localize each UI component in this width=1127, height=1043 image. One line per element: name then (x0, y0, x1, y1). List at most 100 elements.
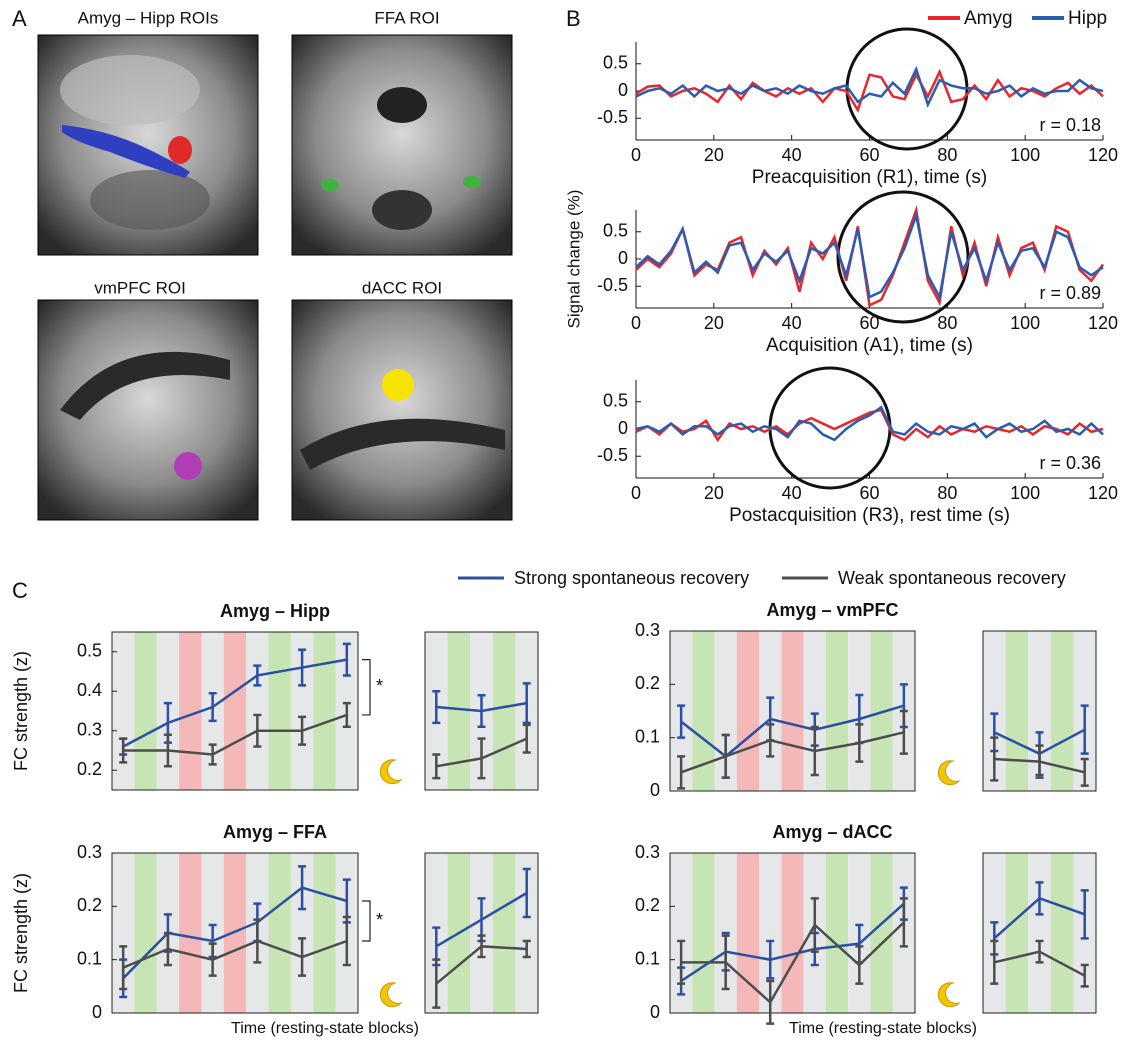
y-tick-label: -0.5 (597, 275, 628, 295)
x-tick-label: 80 (937, 313, 957, 333)
legend-label: Weak spontaneous recovery (838, 568, 1066, 588)
block-stripe (493, 632, 516, 790)
x-tick-label: 80 (937, 483, 957, 503)
block-stripe (224, 632, 246, 790)
x-tick-label: 20 (704, 313, 724, 333)
y-tick-label: 0.3 (635, 842, 660, 862)
figure: A B C Amyg – Hipp ROIs FFA ROI vmPFC ROI… (0, 0, 1127, 1043)
panel-label: A (12, 6, 27, 31)
brain-image (292, 300, 512, 520)
y-tick-label: 0.5 (603, 391, 628, 411)
block-stripe (493, 853, 516, 1013)
x-axis-label: Preacquisition (R1), time (s) (752, 167, 987, 188)
y-tick-label: 0.3 (77, 720, 102, 740)
x-tick-label: 40 (782, 313, 802, 333)
x-tick-label: 120 (1088, 313, 1118, 333)
y-tick-label: 0 (92, 1002, 102, 1022)
block-stripe (269, 632, 291, 790)
annotation: * (376, 676, 383, 696)
y-tick-label: -0.5 (597, 107, 628, 127)
block-stripe (826, 853, 848, 1013)
y-tick-label: 0 (618, 248, 628, 268)
y-tick-label: 0.2 (635, 895, 660, 915)
significance-bracket (362, 660, 370, 715)
y-tick-label: 0.1 (635, 948, 660, 968)
annotation: * (376, 910, 383, 930)
x-tick-label: 60 (859, 483, 879, 503)
y-axis-label: FC strength (z) (11, 873, 31, 993)
block-stripe (1006, 853, 1029, 1013)
image-title: Amyg – Hipp ROIs (78, 8, 219, 27)
y-tick-label: 0 (650, 780, 660, 800)
panel-label: B (566, 6, 581, 31)
series-line (636, 215, 1103, 297)
y-tick-label: 0.4 (77, 680, 102, 700)
block-stripe (781, 853, 803, 1013)
brain-image (38, 300, 258, 520)
y-tick-label: 0.1 (77, 948, 102, 968)
x-tick-label: 100 (1010, 483, 1040, 503)
x-tick-label: 0 (631, 483, 641, 503)
image-title: FFA ROI (374, 8, 439, 27)
y-tick-label: 0.3 (635, 620, 660, 640)
x-tick-label: 120 (1088, 145, 1118, 165)
image-title: dACC ROI (362, 278, 442, 297)
y-tick-label: -0.5 (597, 445, 628, 465)
x-tick-label: 40 (782, 145, 802, 165)
x-axis-label: Time (resting-state blocks) (789, 1020, 977, 1037)
block-stripe (870, 853, 892, 1013)
block-stripe (179, 853, 201, 1013)
x-tick-label: 40 (782, 483, 802, 503)
block-stripe (826, 631, 848, 791)
block-stripe (134, 853, 156, 1013)
block-stripe (134, 632, 156, 790)
annotation: r = 0.18 (1039, 115, 1101, 135)
page: {"panel_labels": ["A", "B", "C"], "panel… (0, 0, 1127, 1043)
block-stripe (781, 631, 803, 791)
significance-bracket (362, 901, 370, 941)
x-axis-label: Acquisition (A1), time (s) (766, 335, 973, 356)
x-axis-label: Postacquisition (R3), rest time (s) (729, 505, 1010, 526)
x-tick-label: 100 (1010, 145, 1040, 165)
y-tick-label: 0 (618, 80, 628, 100)
x-tick-label: 0 (631, 313, 641, 333)
chart-title: Amyg – Hipp (220, 601, 330, 621)
y-tick-label: 0 (650, 1002, 660, 1022)
legend-label: Strong spontaneous recovery (514, 568, 749, 588)
x-tick-label: 0 (631, 145, 641, 165)
x-tick-label: 60 (859, 313, 879, 333)
legend-label: Amyg (964, 8, 1013, 29)
y-axis-label: FC strength (z) (11, 651, 31, 771)
brain-image (292, 35, 512, 255)
y-tick-label: 0.3 (77, 842, 102, 862)
series-line (636, 72, 1103, 110)
chart-title: Amyg – dACC (772, 822, 892, 842)
x-tick-label: 60 (859, 145, 879, 165)
block-stripe (313, 853, 335, 1013)
y-tick-label: 0.5 (77, 641, 102, 661)
x-tick-label: 120 (1088, 483, 1118, 503)
block-stripe (269, 853, 291, 1013)
y-tick-label: 0 (618, 418, 628, 438)
brain-image (38, 35, 258, 255)
y-tick-label: 0.5 (603, 221, 628, 241)
x-axis-label: Time (resting-state blocks) (231, 1020, 419, 1037)
legend-label: Hipp (1068, 8, 1107, 29)
sleep-icon (380, 760, 401, 784)
block-stripe (1051, 853, 1074, 1013)
block-stripe (692, 853, 714, 1013)
y-tick-label: 0.2 (77, 895, 102, 915)
annotation: r = 0.36 (1039, 453, 1101, 473)
y-tick-label: 0.5 (603, 53, 628, 73)
block-stripe (737, 631, 759, 791)
chart-title: Amyg – vmPFC (766, 600, 898, 620)
block-stripe (246, 632, 268, 790)
block-stripe (112, 632, 134, 790)
chart-title: Amyg – FFA (223, 822, 327, 842)
block-stripe (1028, 853, 1051, 1013)
x-tick-label: 20 (704, 145, 724, 165)
annotation: r = 0.89 (1039, 283, 1101, 303)
block-stripe (313, 632, 335, 790)
block-stripe (448, 632, 471, 790)
panel-label: C (12, 578, 28, 603)
